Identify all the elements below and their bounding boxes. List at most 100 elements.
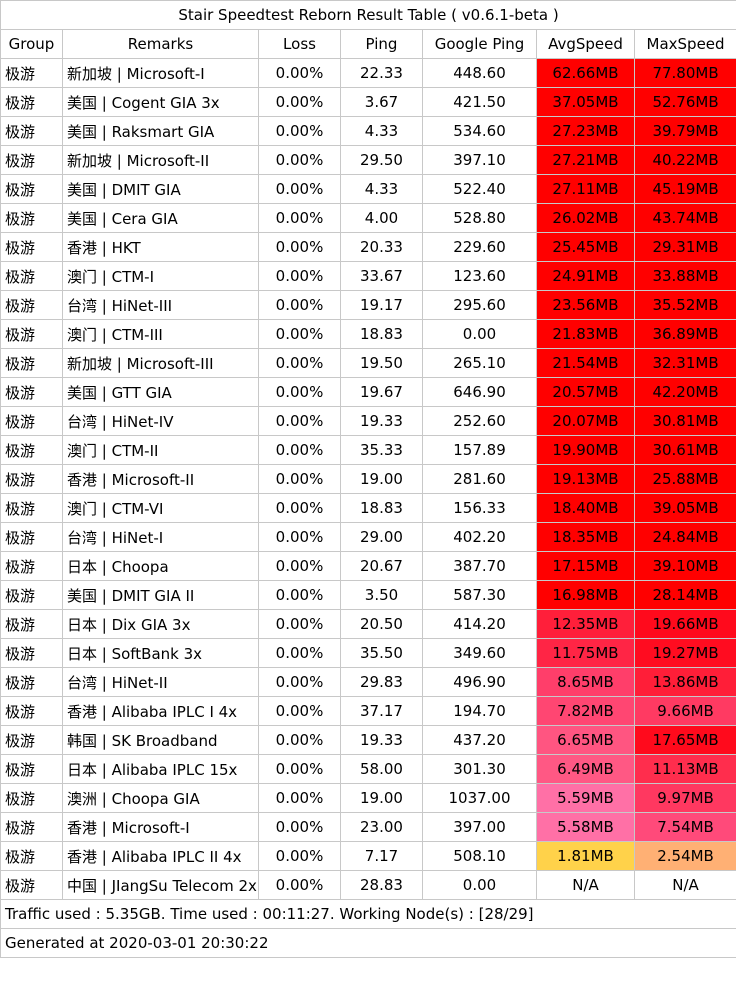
group-cell: 极游	[0, 203, 63, 233]
remarks-cell: 新加坡 | Microsoft-III	[62, 348, 259, 378]
avg-speed-cell: 19.13MB	[536, 464, 635, 494]
avg-speed-cell: 17.15MB	[536, 551, 635, 581]
loss-cell: 0.00%	[258, 435, 341, 465]
group-cell: 极游	[0, 841, 63, 871]
ping-cell: 20.67	[340, 551, 423, 581]
ping-cell: 18.83	[340, 319, 423, 349]
google-ping-cell: 397.00	[422, 812, 537, 842]
max-speed-cell: 25.88MB	[633, 464, 736, 494]
group-cell: 极游	[0, 725, 63, 755]
remarks-cell: 美国 | DMIT GIA	[62, 174, 259, 204]
loss-cell: 0.00%	[258, 783, 341, 813]
generated-row: Generated at 2020-03-01 20:30:22	[0, 928, 736, 958]
group-cell: 极游	[0, 464, 63, 494]
remarks-cell: 新加坡 | Microsoft-II	[62, 145, 259, 175]
table-row: 极游 香港 | Microsoft-II 0.00% 19.00 281.60 19.13…	[0, 464, 736, 494]
remarks-cell: 台湾 | HiNet-III	[62, 290, 259, 320]
group-cell: 极游	[0, 174, 63, 204]
group-cell: 极游	[0, 696, 63, 726]
avg-speed-cell: 20.57MB	[536, 377, 635, 407]
remarks-cell: 中国 | JIangSu Telecom 2x	[62, 870, 259, 900]
table-row: 极游 新加坡 | Microsoft-III 0.00% 19.50 265.10 21.…	[0, 348, 736, 378]
loss-cell: 0.00%	[258, 696, 341, 726]
table-row: 极游 美国 | Cogent GIA 3x 0.00% 3.67 421.50 37.05…	[0, 87, 736, 117]
loss-cell: 0.00%	[258, 348, 341, 378]
ping-cell: 3.67	[340, 87, 423, 117]
ping-cell: 18.83	[340, 493, 423, 523]
loss-cell: 0.00%	[258, 174, 341, 204]
google-ping-cell: 295.60	[422, 290, 537, 320]
table-row: 极游 澳门 | CTM-III 0.00% 18.83 0.00 21.83MB 36.89…	[0, 319, 736, 349]
avg-speed-cell: 18.35MB	[536, 522, 635, 552]
google-ping-cell: 522.40	[422, 174, 537, 204]
group-cell: 极游	[0, 551, 63, 581]
group-cell: 极游	[0, 232, 63, 262]
ping-cell: 7.17	[340, 841, 423, 871]
google-ping-cell: 587.30	[422, 580, 537, 610]
avg-speed-cell: 21.54MB	[536, 348, 635, 378]
loss-cell: 0.00%	[258, 377, 341, 407]
table-row: 极游 日本 | Choopa 0.00% 20.67 387.70 17.15MB 39.1…	[0, 551, 736, 581]
group-cell: 极游	[0, 609, 63, 639]
ping-cell: 28.83	[340, 870, 423, 900]
table-row: 极游 澳门 | CTM-II 0.00% 35.33 157.89 19.90MB 30.6…	[0, 435, 736, 465]
avg-speed-cell: 25.45MB	[536, 232, 635, 262]
max-speed-cell: 33.88MB	[633, 261, 736, 291]
ping-cell: 19.33	[340, 406, 423, 436]
table-row: 极游 韩国 | SK Broadband 0.00% 19.33 437.20 6.65M…	[0, 725, 736, 755]
ping-cell: 29.50	[340, 145, 423, 175]
traffic-summary: Traffic used : 5.35GB. Time used : 00:11…	[0, 899, 736, 929]
group-cell: 极游	[0, 87, 63, 117]
group-cell: 极游	[0, 261, 63, 291]
google-ping-cell: 252.60	[422, 406, 537, 436]
remarks-cell: 美国 | DMIT GIA II	[62, 580, 259, 610]
remarks-cell: 台湾 | HiNet-II	[62, 667, 259, 697]
group-cell: 极游	[0, 812, 63, 842]
header-remarks: Remarks	[62, 29, 259, 59]
remarks-cell: 香港 | Alibaba IPLC I 4x	[62, 696, 259, 726]
max-speed-cell: 2.54MB	[633, 841, 736, 871]
table-row: 极游 台湾 | HiNet-III 0.00% 19.17 295.60 23.56MB 3…	[0, 290, 736, 320]
ping-cell: 35.33	[340, 435, 423, 465]
avg-speed-cell: 27.11MB	[536, 174, 635, 204]
google-ping-cell: 646.90	[422, 377, 537, 407]
google-ping-cell: 387.70	[422, 551, 537, 581]
avg-speed-cell: 27.23MB	[536, 116, 635, 146]
ping-cell: 22.33	[340, 58, 423, 88]
ping-cell: 20.50	[340, 609, 423, 639]
group-cell: 极游	[0, 290, 63, 320]
ping-cell: 4.33	[340, 174, 423, 204]
loss-cell: 0.00%	[258, 870, 341, 900]
loss-cell: 0.00%	[258, 493, 341, 523]
avg-speed-cell: 7.82MB	[536, 696, 635, 726]
avg-speed-cell: 27.21MB	[536, 145, 635, 175]
google-ping-cell: 414.20	[422, 609, 537, 639]
table-row: 极游 香港 | Alibaba IPLC II 4x 0.00% 7.17 508.10…	[0, 841, 736, 871]
title-row: Stair Speedtest Reborn Result Table ( v0…	[0, 0, 736, 30]
table-row: 极游 澳洲 | Choopa GIA 0.00% 19.00 1037.00 5.59MB…	[0, 783, 736, 813]
table-row: 极游 台湾 | HiNet-I 0.00% 29.00 402.20 18.35MB 24.…	[0, 522, 736, 552]
google-ping-cell: 0.00	[422, 319, 537, 349]
remarks-cell: 香港 | Alibaba IPLC II 4x	[62, 841, 259, 871]
max-speed-cell: 19.66MB	[633, 609, 736, 639]
ping-cell: 37.17	[340, 696, 423, 726]
group-cell: 极游	[0, 870, 63, 900]
group-cell: 极游	[0, 116, 63, 146]
loss-cell: 0.00%	[258, 464, 341, 494]
group-cell: 极游	[0, 493, 63, 523]
loss-cell: 0.00%	[258, 406, 341, 436]
avg-speed-cell: N/A	[536, 870, 635, 900]
ping-cell: 19.50	[340, 348, 423, 378]
avg-speed-cell: 18.40MB	[536, 493, 635, 523]
google-ping-cell: 157.89	[422, 435, 537, 465]
group-cell: 极游	[0, 667, 63, 697]
header-avg-speed: AvgSpeed	[536, 29, 635, 59]
max-speed-cell: 39.10MB	[633, 551, 736, 581]
max-speed-cell: 39.79MB	[633, 116, 736, 146]
loss-cell: 0.00%	[258, 754, 341, 784]
avg-speed-cell: 5.59MB	[536, 783, 635, 813]
remarks-cell: 香港 | Microsoft-II	[62, 464, 259, 494]
max-speed-cell: 35.52MB	[633, 290, 736, 320]
table-row: 极游 香港 | Microsoft-I 0.00% 23.00 397.00 5.58MB…	[0, 812, 736, 842]
ping-cell: 19.67	[340, 377, 423, 407]
